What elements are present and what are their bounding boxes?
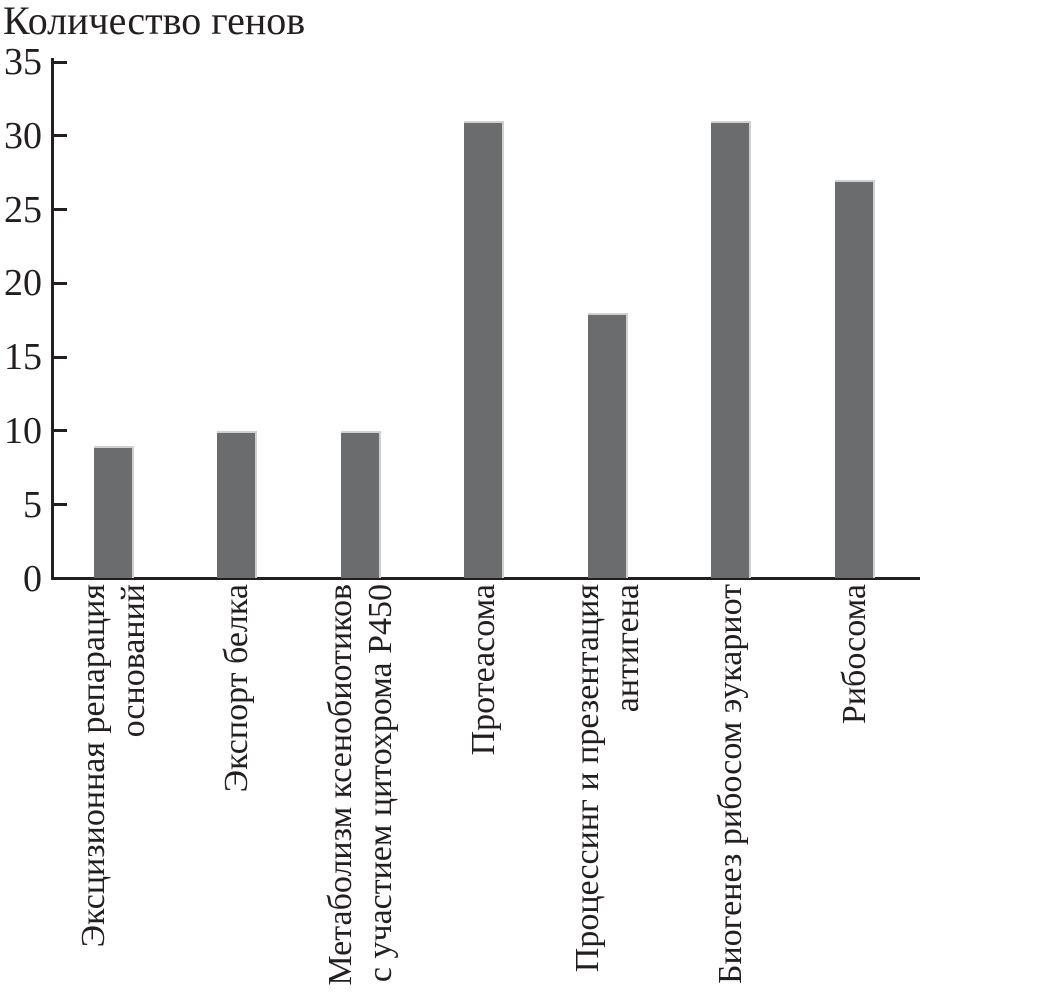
- x-axis-label: Процессинг и презентация антигена: [568, 584, 648, 1004]
- y-tick-label: 10: [4, 409, 42, 452]
- x-axis-label: Протеасома: [464, 584, 504, 1004]
- y-tick-label: 15: [4, 336, 42, 379]
- y-axis-line: [50, 58, 54, 580]
- bar: [464, 121, 504, 579]
- y-tick-label: 25: [4, 188, 42, 231]
- bar: [217, 430, 257, 579]
- x-axis-label: Эксцизионная репарация оснований: [74, 584, 154, 1004]
- y-tick: [53, 429, 67, 433]
- y-tick-label: 0: [23, 557, 42, 600]
- y-tick-label: 5: [23, 483, 42, 526]
- x-axis-label-line: Процессинг и презентация: [568, 584, 606, 973]
- x-axis-label: Рибосома: [835, 584, 875, 1004]
- x-axis-label-line: оснований: [114, 584, 152, 738]
- x-axis-label-line: антигена: [608, 584, 646, 713]
- y-tick-label: 30: [4, 114, 42, 157]
- x-axis-label-line: Протеасома: [465, 584, 502, 756]
- y-tick: [53, 60, 67, 64]
- y-tick-label: 20: [4, 262, 42, 305]
- y-tick: [53, 281, 67, 285]
- bar: [340, 430, 381, 579]
- y-tick: [53, 208, 67, 212]
- bar: [834, 180, 875, 579]
- x-axis-line: [50, 577, 920, 580]
- x-axis-label-line: Эксцизионная репарация: [74, 584, 112, 948]
- y-tick-label: 35: [4, 41, 42, 83]
- x-axis-label: Экспорт белка: [217, 584, 257, 1004]
- y-tick: [53, 355, 67, 359]
- bar: [93, 445, 134, 579]
- y-axis-title: Количество генов: [3, 0, 306, 43]
- x-axis-label-line: Экспорт белка: [218, 584, 255, 793]
- x-axis-label-line: Рибосома: [835, 584, 873, 725]
- x-axis-label: Биогенез рибосом эукариот: [711, 584, 751, 1004]
- x-axis-label-line: Метаболизм ксенобиотиков: [321, 584, 359, 986]
- y-tick: [53, 134, 67, 138]
- bar: [587, 312, 628, 579]
- x-axis-label: Метаболизм ксенобиотиков с участием цитох…: [321, 584, 401, 1004]
- bar: [711, 121, 751, 579]
- y-tick: [53, 503, 67, 507]
- x-axis-label-line: с участием цитохрома P450: [361, 584, 399, 983]
- x-axis-label-line: Биогенез рибосом эукариот: [712, 584, 749, 985]
